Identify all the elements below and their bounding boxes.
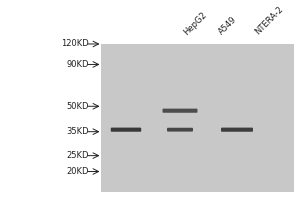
Text: 35KD: 35KD — [66, 127, 88, 136]
Text: 120KD: 120KD — [61, 39, 88, 48]
Text: HepG2: HepG2 — [182, 10, 208, 37]
Text: 50KD: 50KD — [66, 102, 88, 111]
Text: NTERA-2: NTERA-2 — [254, 5, 285, 37]
Text: A549: A549 — [217, 15, 238, 37]
FancyBboxPatch shape — [167, 128, 193, 132]
FancyBboxPatch shape — [163, 109, 197, 113]
Text: 20KD: 20KD — [66, 167, 88, 176]
Text: 25KD: 25KD — [66, 151, 88, 160]
Text: 90KD: 90KD — [66, 60, 88, 69]
FancyBboxPatch shape — [221, 128, 253, 132]
FancyBboxPatch shape — [111, 128, 141, 132]
